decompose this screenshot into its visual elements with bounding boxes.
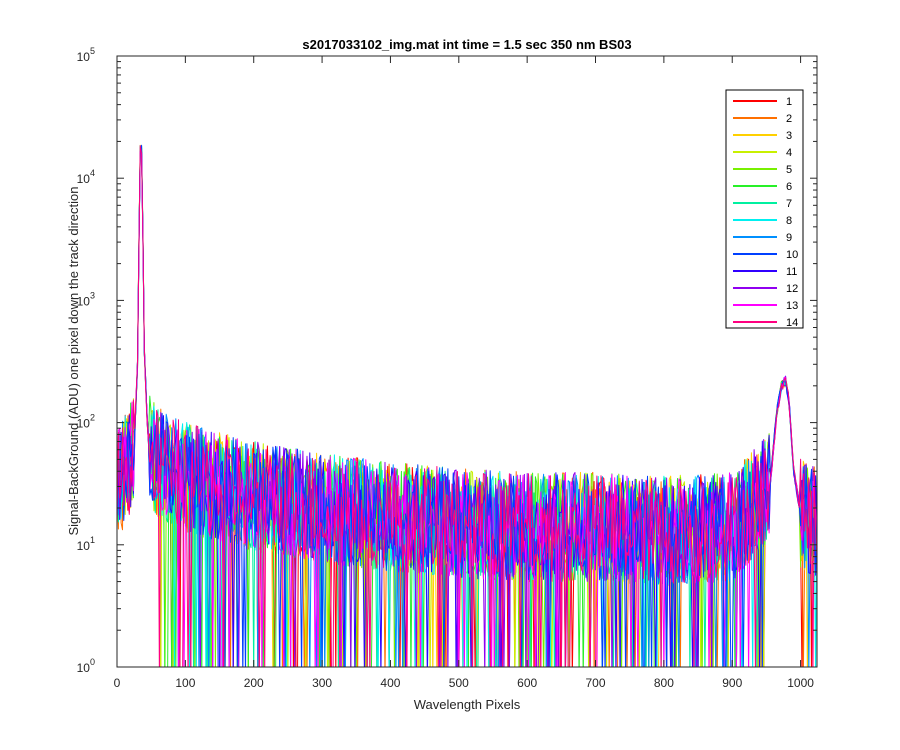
x-axis-label: Wavelength Pixels	[414, 697, 521, 712]
x-tick-label: 700	[586, 676, 606, 690]
axes-box	[116, 55, 818, 668]
y-tick-label: 105	[77, 46, 95, 64]
legend-label-14: 14	[786, 317, 798, 329]
legend-label-11: 11	[786, 266, 797, 278]
y-tick-label: 101	[77, 535, 95, 553]
y-tick-label: 104	[77, 168, 95, 186]
legend-label-8: 8	[786, 215, 792, 227]
legend-label-1: 1	[786, 96, 792, 108]
x-tick-label: 100	[175, 676, 195, 690]
legend-label-10: 10	[786, 249, 798, 261]
y-axis-label: Signal-BackGround (ADU) one pixel down t…	[66, 186, 81, 535]
legend-label-6: 6	[786, 181, 792, 193]
legend-label-12: 12	[786, 283, 798, 295]
y-tick-label: 103	[77, 290, 95, 308]
series-line-14	[117, 145, 817, 667]
x-tick-label: 200	[244, 676, 264, 690]
legend-label-7: 7	[786, 198, 792, 210]
ticks-layer: 0 100 200 300 400 500 600 700 800 900 100010010110…	[77, 46, 817, 690]
y-tick-label: 102	[77, 413, 95, 431]
legend-label-3: 3	[786, 130, 792, 142]
x-tick-label: 500	[449, 676, 469, 690]
legend-label-9: 9	[786, 232, 792, 244]
x-tick-label: 600	[517, 676, 537, 690]
x-tick-label: 800	[654, 676, 674, 690]
legend-label-2: 2	[786, 113, 792, 125]
x-tick-label: 300	[312, 676, 332, 690]
legend-label-13: 13	[786, 300, 798, 312]
x-tick-label: 0	[114, 676, 121, 690]
series-layer	[117, 144, 817, 667]
chart-title: s2017033102_img.mat int time = 1.5 sec 3…	[302, 37, 631, 52]
x-tick-label: 400	[380, 676, 400, 690]
x-tick-label: 1000	[787, 676, 814, 690]
legend-label-5: 5	[786, 164, 792, 176]
y-tick-label: 100	[77, 657, 95, 675]
x-tick-label: 900	[722, 676, 742, 690]
legend-label-4: 4	[786, 147, 792, 159]
